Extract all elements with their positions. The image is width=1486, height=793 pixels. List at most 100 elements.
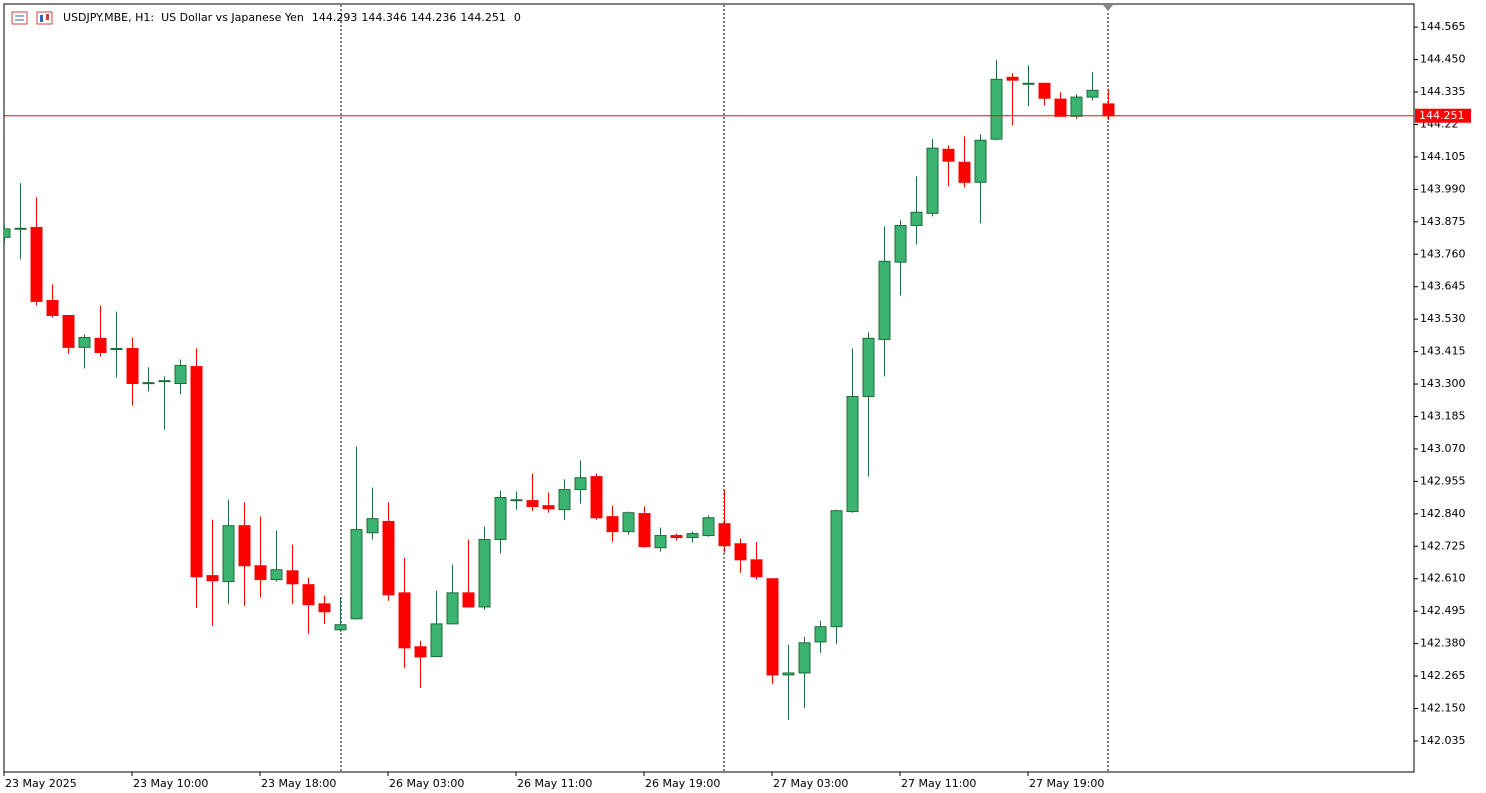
candle-body xyxy=(1006,76,1019,81)
candle-body xyxy=(94,337,107,353)
y-tick-label: 142.265 xyxy=(1420,669,1466,682)
shift-marker xyxy=(1103,5,1113,11)
candle-body xyxy=(718,523,731,547)
x-tick-label: 23 May 2025 xyxy=(5,777,77,790)
candle-body xyxy=(670,535,683,539)
candle-body xyxy=(814,626,827,643)
header-volume: 0 xyxy=(514,11,521,24)
candle-body xyxy=(782,672,795,676)
price-label-box xyxy=(1415,108,1471,123)
candle-body xyxy=(222,525,235,583)
y-tick-label: 143.530 xyxy=(1420,312,1466,325)
candle-body xyxy=(1022,82,1035,85)
y-tick-label: 143.185 xyxy=(1420,409,1466,422)
y-tick-label: 143.990 xyxy=(1420,182,1466,195)
x-tick-label: 27 May 11:00 xyxy=(901,777,976,790)
y-tick-label: 143.645 xyxy=(1420,280,1466,293)
icon xyxy=(11,11,28,25)
candle-body xyxy=(990,78,1003,140)
y-tick-label: 142.955 xyxy=(1420,474,1466,487)
candle-body xyxy=(1070,96,1083,117)
candle-body xyxy=(846,395,859,513)
header-low: 144.236 xyxy=(411,11,457,24)
y-tick-label: 142.035 xyxy=(1420,734,1466,747)
icon xyxy=(46,14,49,20)
candle-body xyxy=(654,535,667,549)
y-tick-label: 144.335 xyxy=(1420,85,1466,98)
candle-body xyxy=(766,578,779,676)
y-tick-label: 142.610 xyxy=(1420,572,1466,585)
candle-body xyxy=(478,539,491,608)
candle-body xyxy=(830,510,843,628)
candle-body xyxy=(382,520,395,596)
x-tick-label: 27 May 03:00 xyxy=(773,777,848,790)
y-tick-label: 143.875 xyxy=(1420,215,1466,228)
candle-body xyxy=(686,533,699,539)
candle-body xyxy=(862,337,875,397)
candle-body xyxy=(526,500,539,508)
candle-body xyxy=(126,347,139,384)
y-tick-label: 142.380 xyxy=(1420,637,1466,650)
candle-body xyxy=(46,300,59,316)
candle-body xyxy=(638,513,651,548)
price-label: 144.251 xyxy=(1419,109,1465,122)
y-tick-label: 143.415 xyxy=(1420,345,1466,358)
icon xyxy=(36,11,53,25)
candle-body xyxy=(590,476,603,519)
x-tick-label: 27 May 19:00 xyxy=(1029,777,1104,790)
candle-body xyxy=(494,496,507,541)
candle-body xyxy=(78,336,91,348)
candle-body xyxy=(958,161,971,183)
candle-body xyxy=(238,525,251,567)
candle-body xyxy=(270,569,283,581)
candle-body xyxy=(206,575,219,582)
candle-body xyxy=(414,646,427,658)
y-tick-label: 142.725 xyxy=(1420,539,1466,552)
candle-body xyxy=(910,211,923,226)
icon xyxy=(40,15,43,22)
candle-body xyxy=(606,516,619,533)
y-tick-label: 144.450 xyxy=(1420,53,1466,66)
x-tick-label: 23 May 18:00 xyxy=(261,777,336,790)
candle-body xyxy=(1102,103,1115,117)
candle-body xyxy=(4,228,11,238)
candle-body xyxy=(366,518,379,534)
candle-body xyxy=(254,565,267,581)
y-tick-label: 143.300 xyxy=(1420,377,1466,390)
candle-body xyxy=(350,529,363,620)
candle-body xyxy=(110,347,123,350)
candle-body xyxy=(462,592,475,608)
candle-body xyxy=(1086,89,1099,98)
symbol-icons xyxy=(11,11,53,25)
candles xyxy=(4,60,1115,720)
candle-body xyxy=(510,499,523,502)
y-tick-label: 143.070 xyxy=(1420,442,1466,455)
candle-body xyxy=(734,543,747,561)
plot-area xyxy=(3,3,1415,773)
candle-body xyxy=(142,382,155,385)
candle-body xyxy=(398,592,411,649)
candle-body xyxy=(302,584,315,606)
candle-body xyxy=(62,314,75,348)
candle-body xyxy=(1038,82,1051,99)
candle-body xyxy=(286,570,299,585)
candle-body xyxy=(558,489,571,511)
candle-body xyxy=(1054,98,1067,117)
candle-body xyxy=(30,226,43,302)
y-tick-label: 144.105 xyxy=(1420,150,1466,163)
candle-body xyxy=(158,380,171,383)
y-tick-label: 142.840 xyxy=(1420,507,1466,520)
candle-body xyxy=(702,517,715,537)
x-tick-label: 26 May 19:00 xyxy=(645,777,720,790)
candle-body xyxy=(430,623,443,658)
candle-body xyxy=(750,559,763,578)
x-tick-label: 26 May 03:00 xyxy=(389,777,464,790)
candle-body xyxy=(446,592,459,625)
candle-body xyxy=(878,260,891,340)
candle-body xyxy=(894,224,907,263)
y-tick-label: 144.565 xyxy=(1420,20,1466,33)
header-close: 144.251 xyxy=(460,11,506,24)
y-tick-label: 143.760 xyxy=(1420,247,1466,260)
x-tick-label: 23 May 10:00 xyxy=(133,777,208,790)
